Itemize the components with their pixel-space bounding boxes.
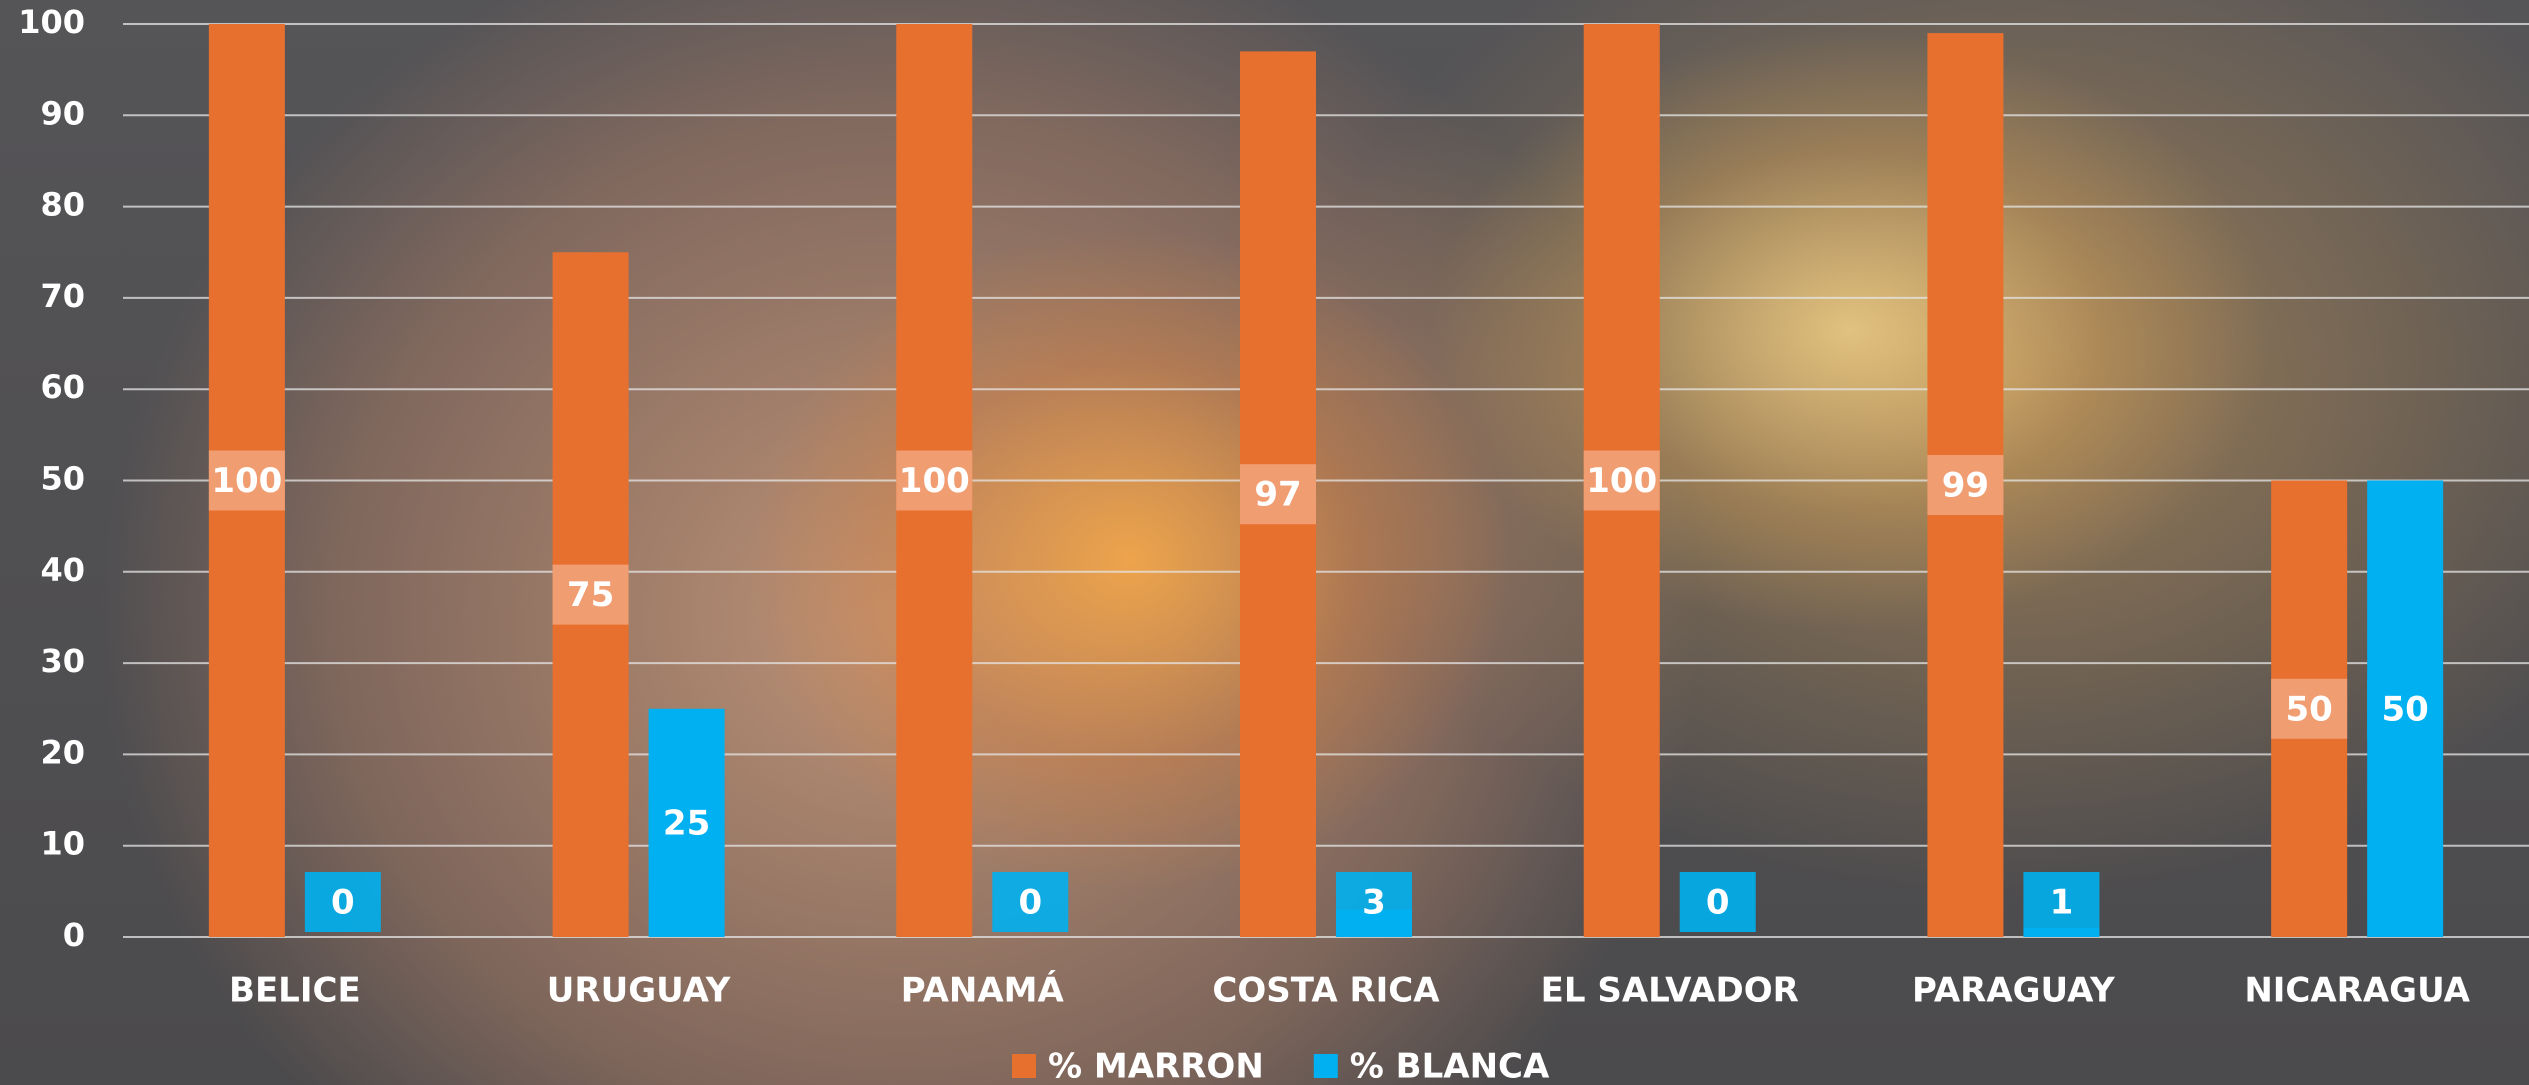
x-tick-label: COSTA RICA <box>1212 971 1440 1011</box>
value-label: 50 <box>2285 689 2332 729</box>
value-label: 99 <box>1942 466 1989 506</box>
page: 0102030405060708090100BELICE1000URUGUAY7… <box>0 0 2529 1085</box>
value-label: 100 <box>899 461 970 501</box>
legend-label: % MARRON <box>1048 1047 1264 1085</box>
y-tick-label: 50 <box>40 460 85 498</box>
y-tick-label: 80 <box>40 186 85 224</box>
value-label: 97 <box>1254 475 1301 515</box>
y-tick-label: 40 <box>40 551 85 589</box>
value-label: 100 <box>211 461 282 501</box>
legend-swatch <box>1012 1054 1036 1078</box>
value-label: 100 <box>1586 461 1657 501</box>
x-tick-label: URUGUAY <box>547 971 731 1011</box>
x-tick-label: PARAGUAY <box>1912 971 2115 1011</box>
value-label: 25 <box>663 803 710 843</box>
value-label: 0 <box>1018 883 1042 923</box>
value-label: 0 <box>1706 883 1730 923</box>
y-tick-label: 0 <box>63 916 85 954</box>
x-tick-label: EL SALVADOR <box>1541 971 1799 1011</box>
y-tick-label: 100 <box>18 3 85 41</box>
y-tick-label: 30 <box>40 642 85 680</box>
x-tick-label: NICARAGUA <box>2244 971 2470 1011</box>
y-tick-label: 10 <box>40 825 85 863</box>
value-label: 3 <box>1362 883 1386 923</box>
y-tick-label: 70 <box>40 277 85 315</box>
y-tick-label: 20 <box>40 733 85 771</box>
y-tick-label: 60 <box>40 368 85 406</box>
value-label: 75 <box>567 575 614 615</box>
legend-swatch <box>1314 1054 1338 1078</box>
x-tick-label: PANAMÁ <box>901 970 1065 1011</box>
value-label: 1 <box>2050 883 2074 923</box>
x-tick-label: BELICE <box>229 971 361 1011</box>
value-label: 50 <box>2381 689 2428 729</box>
legend-label: % BLANCA <box>1350 1047 1550 1085</box>
y-tick-label: 90 <box>40 94 85 132</box>
chart: 0102030405060708090100BELICE1000URUGUAY7… <box>0 0 2529 1085</box>
value-label: 0 <box>331 883 355 923</box>
